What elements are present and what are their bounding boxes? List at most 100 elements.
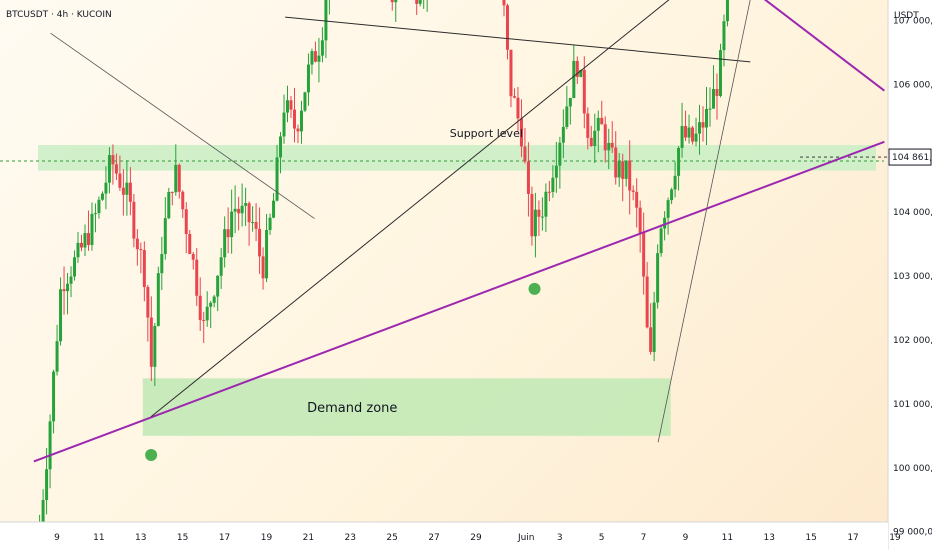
candle-body (261, 256, 265, 279)
candle-body (191, 254, 195, 260)
time-tick-label: 17 (847, 533, 858, 543)
candle-body (195, 259, 199, 296)
time-tick-label: 29 (470, 533, 482, 543)
candle-body (715, 89, 719, 96)
candle-body (45, 469, 49, 501)
candle-body (279, 136, 283, 158)
candle-body (607, 142, 611, 151)
candle-body (86, 233, 90, 245)
candle-body (135, 238, 139, 250)
candle-body (292, 109, 296, 129)
time-tick-label: 9 (683, 533, 689, 543)
candle-body (516, 97, 520, 119)
candle-body (663, 217, 667, 229)
time-tick-label: 27 (428, 533, 439, 543)
time-tick-label: 11 (93, 533, 104, 543)
time-tick-label: 3 (557, 533, 563, 543)
candle-body (107, 155, 111, 183)
time-axis-panel (0, 522, 888, 550)
candle-body (621, 161, 625, 179)
candle-body (324, 0, 328, 41)
candle-body (62, 289, 66, 292)
steep-channel-trendline (657, 0, 751, 443)
time-tick-label: 7 (641, 533, 647, 543)
candle-body (659, 228, 663, 254)
candle-body (223, 229, 227, 258)
candle-body (638, 207, 642, 233)
candle-body (55, 341, 59, 372)
candle-body (579, 69, 583, 77)
time-tick-label: 13 (135, 533, 146, 543)
candle-body (216, 275, 220, 297)
support-price-tag (888, 149, 932, 166)
candle-body (66, 283, 70, 292)
price-tick-label: 107 000,0 (893, 16, 932, 26)
candle-body (701, 122, 705, 128)
candle-body (530, 193, 534, 237)
candle-body (390, 0, 394, 3)
price-tick-label: 104 000,0 (893, 208, 932, 218)
candle-body (149, 317, 153, 367)
candle-body (244, 203, 248, 206)
candle-body (509, 49, 513, 97)
candle-body (142, 250, 146, 288)
candle-body (589, 137, 593, 147)
candle-body (80, 242, 83, 248)
upper-descending-trendline (763, 0, 885, 92)
candle-body (642, 232, 646, 277)
price-tick-label: 100 000,0 (893, 464, 932, 474)
candle-body (296, 128, 300, 132)
candle-body (547, 191, 551, 193)
candle-body (209, 302, 213, 307)
candle-body (691, 127, 695, 142)
candle-body (502, 0, 506, 6)
candle-body (125, 182, 129, 195)
candle-body (299, 110, 303, 132)
candle-body (254, 222, 258, 229)
candle-body (680, 125, 684, 148)
neckline-trendline (285, 16, 751, 63)
price-tick-label: 99 000,0 (893, 528, 932, 538)
candles (38, 0, 729, 550)
candle-body (163, 218, 167, 255)
candle-body (526, 161, 530, 194)
candle-body (554, 165, 558, 178)
time-tick-label: 11 (722, 533, 733, 543)
time-tick-label: 5 (599, 533, 605, 543)
candle-body (582, 69, 586, 114)
ascending-thin-trendline (150, 0, 670, 418)
candle-body (687, 127, 691, 138)
candle-body (320, 40, 324, 56)
time-tick-label: 23 (345, 533, 356, 543)
candle-body (628, 160, 632, 191)
candle-body (167, 191, 171, 219)
support-zone-label: Support level (450, 127, 523, 140)
candle-body (272, 200, 276, 218)
time-tick-label: 17 (219, 533, 230, 543)
candle-body (240, 205, 244, 214)
candle-body (233, 208, 237, 212)
candle-body (181, 191, 185, 210)
candle-body (537, 209, 541, 217)
candle-body (83, 233, 87, 248)
candle-body (684, 125, 688, 138)
candle-body (652, 302, 656, 352)
lower-ascending-trendline (33, 140, 885, 463)
symbol-title: BTCUSDT · 4h · KUCOIN (6, 10, 112, 20)
early-descending-trendline (50, 32, 315, 219)
candle-body (310, 51, 314, 65)
candle-body (596, 117, 600, 131)
pivot-low-marker (145, 449, 158, 462)
candle-body (76, 242, 80, 258)
candle-body (289, 100, 293, 110)
candle-body (212, 296, 216, 303)
candle-body (268, 217, 272, 230)
candle-body (394, 0, 398, 3)
price-axis-panel (888, 0, 932, 550)
candle-body (551, 177, 555, 192)
candle-body (635, 191, 639, 208)
price-tick-label: 102 000,0 (893, 336, 932, 346)
support-price-tag-label: 104 861,7 (892, 153, 932, 163)
